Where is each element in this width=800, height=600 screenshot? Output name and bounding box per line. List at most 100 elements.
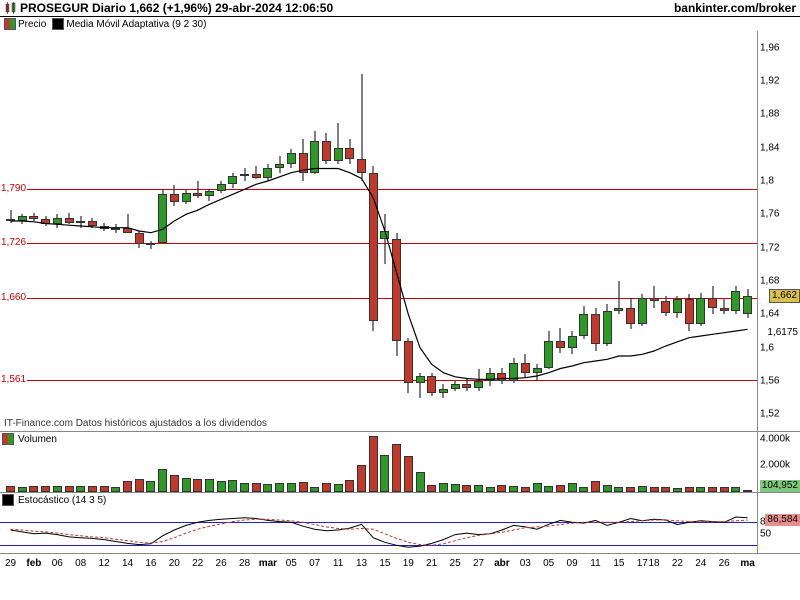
volume-bar [369, 436, 378, 492]
volume-bar [18, 487, 27, 492]
volume-bar [111, 487, 120, 492]
volume-bar [146, 481, 155, 492]
volume-bar [345, 480, 354, 492]
volume-bar [427, 485, 436, 492]
ytick-label: 1,52 [760, 409, 779, 420]
volume-bar [6, 486, 15, 492]
precio-swatch-icon [4, 18, 16, 30]
xtick-label: 27 [473, 558, 484, 569]
chart-title: PROSEGUR Diario 1,662 (+1,96%) 29-abr-20… [20, 1, 333, 15]
xtick-label: 29 [5, 558, 16, 569]
chart-header: PROSEGUR Diario 1,662 (+1,96%) 29-abr-20… [0, 0, 800, 17]
volume-bar [404, 456, 413, 492]
volume-bar [228, 480, 237, 492]
volume-bar [579, 487, 588, 492]
xtick-label: 21 [426, 558, 437, 569]
volume-bar [263, 484, 272, 492]
xtick-label: abr [494, 558, 510, 569]
ytick-label: 1,56 [760, 376, 779, 387]
volume-bar [474, 485, 483, 492]
volume-bar [743, 490, 752, 492]
xtick-label: 15 [613, 558, 624, 569]
volume-bar [322, 483, 331, 492]
volume-bar [521, 487, 530, 492]
volume-bar [650, 487, 659, 492]
volume-bar [626, 487, 635, 492]
xtick-label: 18 [648, 558, 659, 569]
ytick-label: 1,84 [760, 142, 779, 153]
stochastic-yaxis: 82,0645086,584 [757, 493, 800, 553]
volume-bar [88, 486, 97, 492]
volume-bar [310, 487, 319, 492]
vol-ytick: 4.000k [760, 433, 790, 444]
xtick-label: 06 [52, 558, 63, 569]
volume-bar [486, 487, 495, 492]
legend-ma: Media Móvil Adaptativa (9 2 30) [52, 18, 206, 30]
legend: Precio Media Móvil Adaptativa (9 2 30) [0, 17, 800, 31]
volume-bar [661, 487, 670, 492]
volume-bar [65, 486, 74, 492]
xtick-label: 22 [192, 558, 203, 569]
xtick-label: 16 [145, 558, 156, 569]
xtick-label: 03 [520, 558, 531, 569]
ytick-label: 1,88 [760, 109, 779, 120]
stoch-d-badge: 86,584 [765, 514, 800, 526]
ytick-label: 1,92 [760, 76, 779, 87]
price-plot[interactable]: 1,7901,7261,6601,561 [0, 31, 758, 431]
volume-bar [696, 487, 705, 492]
volume-bar [41, 486, 50, 492]
volume-bar [182, 478, 191, 492]
xtick-label: 05 [286, 558, 297, 569]
volume-bar [29, 486, 38, 492]
xtick-label: 24 [695, 558, 706, 569]
volume-bar [673, 488, 682, 492]
volume-bar [100, 486, 109, 492]
candle-icon [4, 2, 18, 14]
data-source-note: IT-Finance.com Datos históricos ajustado… [4, 418, 267, 429]
xtick-label: 14 [122, 558, 133, 569]
volume-bar [556, 485, 565, 492]
hline-label: 1,660 [0, 293, 27, 303]
xtick-label: 17 [637, 558, 648, 569]
volume-bar [193, 479, 202, 492]
volume-bar [731, 487, 740, 492]
ytick-label: 1,8 [760, 176, 774, 187]
xtick-label: 19 [403, 558, 414, 569]
volume-bar [205, 479, 214, 492]
xtick-label: mar [259, 558, 277, 569]
volume-bar [451, 484, 460, 492]
volume-bar [591, 481, 600, 492]
hline-label: 1,790 [0, 184, 27, 194]
volume-bar [334, 484, 343, 492]
ytick-label: 1,64 [760, 309, 779, 320]
volume-bar [720, 487, 729, 492]
volume-bar [603, 485, 612, 492]
volume-bar [123, 481, 132, 492]
price-panel: 1,7901,7261,6601,561 1,521,561,61,641,68… [0, 31, 800, 432]
volume-current-badge: 104,952 [760, 480, 800, 492]
stochastic-legend: Estocástico (14 3 5) [2, 494, 106, 506]
volume-bar [685, 487, 694, 492]
xtick-label: 09 [567, 558, 578, 569]
xtick-label: 07 [309, 558, 320, 569]
xtick-label: 28 [239, 558, 250, 569]
xtick-label: 15 [379, 558, 390, 569]
volume-bar [76, 486, 85, 492]
xtick-label: 08 [75, 558, 86, 569]
stoch-ytick: 50 [760, 528, 771, 539]
stochastic-plot[interactable] [0, 507, 758, 553]
volume-bar [135, 479, 144, 492]
xtick-label: 26 [216, 558, 227, 569]
ma-swatch-icon [52, 18, 64, 30]
volume-bar [299, 482, 308, 492]
xtick-label: 25 [450, 558, 461, 569]
volume-bar [439, 483, 448, 492]
volume-bar [275, 483, 284, 492]
volume-bar [533, 483, 542, 492]
volume-plot[interactable] [0, 432, 758, 492]
xtick-label: 11 [590, 558, 600, 569]
xtick-label: feb [26, 558, 41, 569]
hline-label: 1,726 [0, 238, 27, 248]
ytick-label: 1,68 [760, 276, 779, 287]
xtick-label: 22 [672, 558, 683, 569]
